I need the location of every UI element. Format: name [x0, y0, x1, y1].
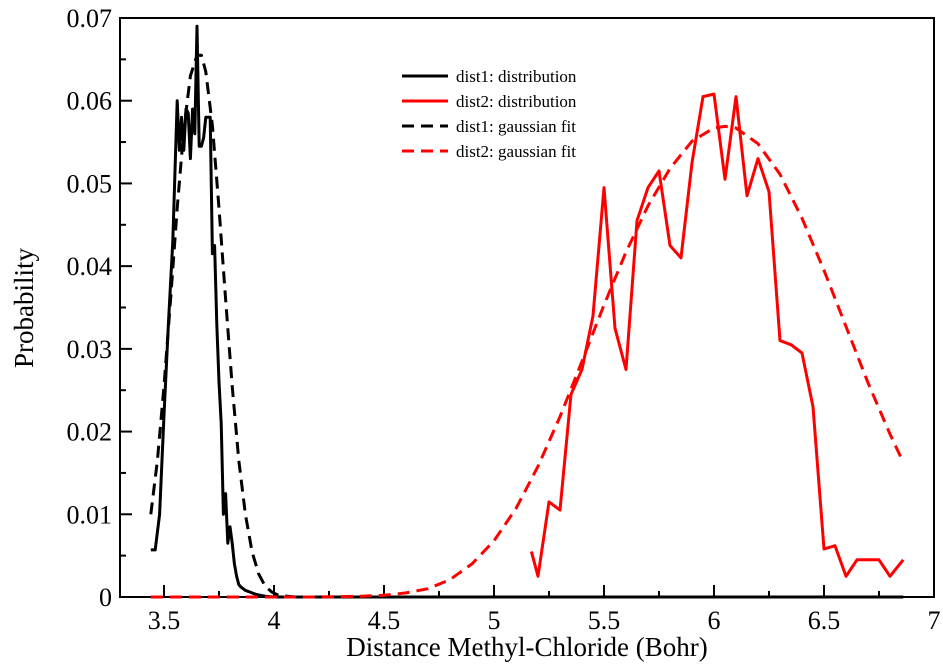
series-line-4 — [150, 124, 905, 599]
y-tick-label: 0.03 — [67, 335, 113, 364]
legend-label: dist1: gaussian fit — [456, 117, 576, 136]
x-tick-label: 6.5 — [808, 606, 841, 635]
x-tick-label: 4 — [268, 606, 281, 635]
x-tick-label: 3.5 — [148, 606, 181, 635]
x-tick-label: 5.5 — [588, 606, 621, 635]
series-layer — [149, 24, 905, 599]
series-line-3 — [149, 53, 904, 599]
y-tick-label: 0.01 — [67, 500, 113, 529]
y-tick-label: 0.04 — [67, 252, 113, 281]
legend: dist1: distribution dist2: distribution di… — [402, 67, 577, 161]
series-line-2 — [529, 92, 905, 578]
legend-label: dist2: distribution — [456, 92, 577, 111]
x-tick-label: 6 — [708, 606, 721, 635]
y-tick-label: 0.06 — [67, 87, 113, 116]
series-line-1 — [150, 24, 904, 599]
x-tick-label: 7 — [928, 606, 941, 635]
x-axis: 3.5 4 4.5 5 5.5 6 6.5 7 — [148, 585, 941, 635]
y-tick-label: 0.07 — [67, 4, 113, 33]
x-axis-label: Distance Methyl-Chloride (Bohr) — [346, 632, 707, 662]
legend-label: dist1: distribution — [456, 67, 577, 86]
y-tick-label: 0 — [99, 583, 112, 612]
x-tick-label: 4.5 — [368, 606, 401, 635]
y-tick-label: 0.02 — [67, 418, 113, 447]
x-tick-label: 5 — [488, 606, 501, 635]
legend-label: dist2: gaussian fit — [456, 142, 576, 161]
y-axis-label: Probability — [9, 248, 39, 368]
y-axis: 0 0.01 0.02 0.03 0.04 0.05 0.06 0.07 — [67, 4, 132, 612]
y-tick-label: 0.05 — [67, 169, 113, 198]
